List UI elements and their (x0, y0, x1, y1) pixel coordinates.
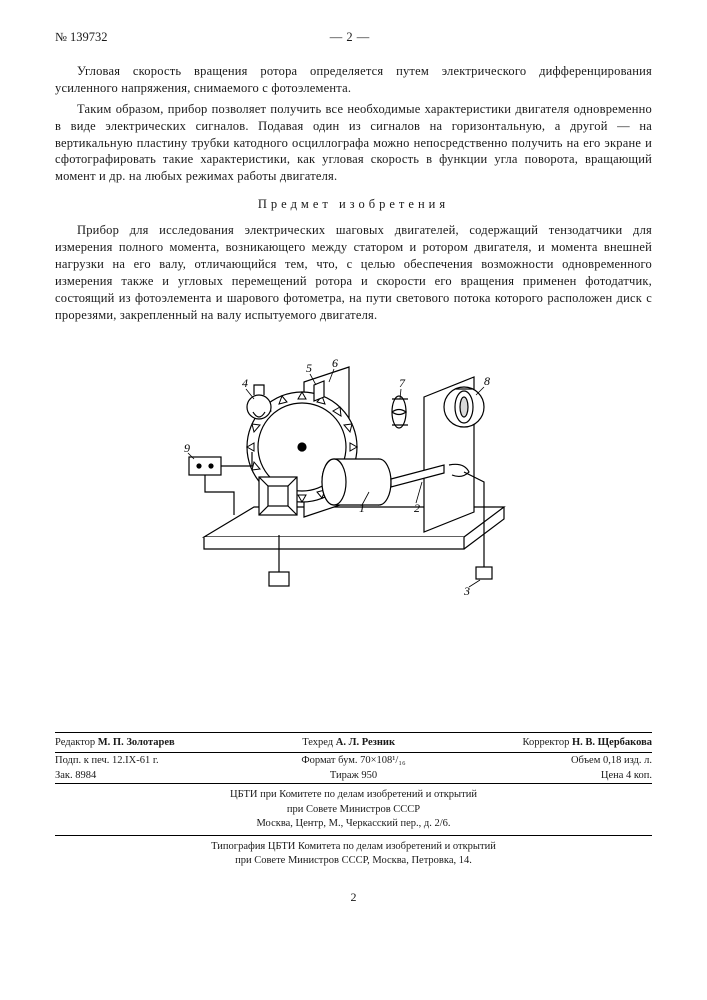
fig-label-3: 3 (463, 584, 470, 597)
typo-line-2: при Совете Министров СССР, Москва, Петро… (55, 854, 652, 868)
bottom-page-number: 2 (55, 890, 652, 905)
editor: Редактор М. П. Золотарев (55, 737, 175, 748)
print-format: Формат бум. 70×108¹/₁₆ (254, 753, 453, 768)
print-volume: Объем 0,18 изд. л. (453, 753, 652, 768)
fig-label-4: 4 (242, 376, 248, 390)
footer: Редактор М. П. Золотарев Техред А. Л. Ре… (55, 732, 652, 872)
claim-title: Предмет изобретения (55, 197, 652, 212)
typo-line-1: Типография ЦБТИ Комитета по делам изобре… (55, 840, 652, 854)
paragraph-1: Угловая скорость вращения ротора определ… (55, 63, 652, 97)
fig-label-1: 1 (359, 501, 365, 515)
paragraph-2: Таким образом, прибор позволяет получить… (55, 101, 652, 185)
fig-label-6: 6 (332, 356, 338, 370)
fig-label-9: 9 (184, 441, 190, 455)
org-line-1: ЦБТИ при Комитете по делам изобретений и… (55, 788, 652, 802)
figure: 1 2 3 4 5 6 7 8 9 (55, 337, 652, 602)
print-order: Зак. 8984 (55, 768, 254, 783)
corrector: Корректор Н. В. Щербакова (523, 737, 652, 748)
org-line-2: при Совете Министров СССР (55, 803, 652, 817)
print-tirage: Тираж 950 (254, 768, 453, 783)
claim-paragraph: Прибор для исследования электрических ша… (55, 222, 652, 323)
print-date: Подп. к печ. 12.IX-61 г. (55, 753, 254, 768)
fig-label-2: 2 (414, 501, 420, 515)
print-price: Цена 4 коп. (453, 768, 652, 783)
doc-number: № 139732 (55, 30, 108, 45)
page-marker: — 2 — (330, 30, 370, 45)
fig-label-8: 8 (484, 374, 490, 388)
org-line-3: Москва, Центр, М., Черкасский пер., д. 2… (55, 817, 652, 831)
fig-label-5: 5 (306, 361, 312, 375)
fig-label-7: 7 (399, 376, 406, 390)
techred: Техред А. Л. Резник (302, 737, 395, 748)
